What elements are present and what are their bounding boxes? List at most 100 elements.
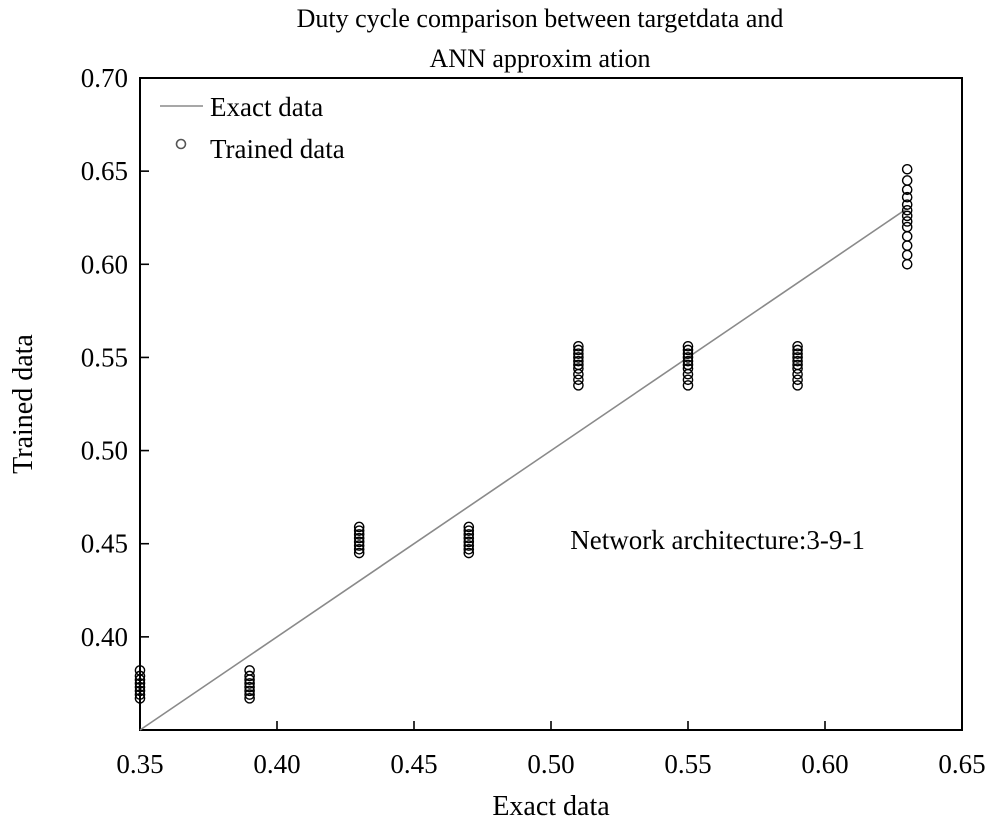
trained-data-point [682, 363, 694, 374]
trained-data-point [573, 380, 584, 391]
x-tick-label: 0.40 [253, 749, 300, 779]
trained-data-point [682, 355, 694, 367]
y-tick-label: 0.40 [81, 622, 128, 652]
trained-data-point [901, 163, 913, 175]
trained-data-point [573, 352, 584, 363]
trained-data-point [792, 344, 803, 356]
trained-data-point [463, 525, 475, 536]
trained-data-point [792, 340, 803, 352]
trained-data-point [682, 340, 694, 352]
chart-title: Duty cycle comparison between targetdata… [297, 4, 784, 73]
trained-data-point [244, 693, 255, 704]
x-tick-label: 0.55 [664, 749, 711, 779]
trained-data-point [901, 199, 913, 210]
trained-data-point [244, 681, 255, 693]
x-axis-label: Exact data [492, 791, 610, 822]
y-tick-label: 0.65 [81, 156, 128, 186]
trained-data-point [792, 348, 803, 360]
trained-data-point [353, 547, 365, 559]
x-axis-ticks: 0.35 0.40 0.45 0.50 0.55 0.60 0.65 [116, 721, 986, 779]
trained-data-point [682, 348, 694, 360]
trained-data-point [134, 670, 146, 682]
trained-data-point [682, 352, 694, 363]
trained-data-point [463, 544, 475, 555]
x-tick-label: 0.35 [116, 749, 163, 779]
trained-data-point [134, 678, 146, 689]
trained-data-point [792, 355, 803, 367]
y-tick-label: 0.70 [81, 63, 128, 93]
trained-data-point [353, 544, 365, 555]
trained-data-point [463, 532, 475, 544]
trained-data-point [682, 380, 694, 391]
y-tick-label: 0.45 [81, 529, 128, 559]
legend-label-trained-data: Trained data [210, 134, 345, 164]
trained-data-point [901, 210, 913, 222]
trained-data-point [792, 359, 803, 371]
trained-data-point [463, 540, 475, 551]
chart-title-line-1: Duty cycle comparison between targetdata… [297, 4, 784, 33]
trained-data-point [244, 678, 255, 689]
trained-data-point [463, 547, 475, 559]
trained-data-point [134, 693, 146, 704]
trained-data-point [573, 359, 584, 371]
trained-data-point [573, 363, 584, 374]
trained-data-point [244, 670, 255, 682]
trained-data-point [134, 685, 146, 697]
trained-data-point [901, 175, 913, 186]
trained-data-point [134, 665, 146, 676]
trained-data-point [573, 348, 584, 360]
trained-data-point [353, 532, 365, 544]
y-axis-label: Trained data [8, 334, 39, 474]
trained-data-point [573, 355, 584, 367]
trained-data-point [463, 521, 475, 533]
trained-data-point [353, 521, 365, 533]
trained-data-point [573, 374, 584, 386]
y-tick-label: 0.50 [81, 436, 128, 466]
x-tick-label: 0.65 [938, 749, 985, 779]
trained-data-point [134, 681, 146, 693]
chart-title-line-2: ANN approxim ation [430, 44, 651, 73]
trained-data-point [353, 536, 365, 548]
trained-data-point [682, 344, 694, 356]
trained-data-point [901, 231, 913, 242]
y-tick-label: 0.60 [81, 249, 128, 279]
exact-data-series [139, 207, 908, 731]
trained-data-point [573, 340, 584, 352]
trained-data-point [244, 685, 255, 697]
trained-data-point [353, 525, 365, 536]
trained-data-point [901, 249, 913, 261]
legend-marker-swatch [175, 138, 187, 150]
trained-data-point [901, 204, 913, 216]
trained-data-point [353, 529, 365, 540]
trained-data-point [901, 258, 913, 270]
trained-data-point [792, 352, 803, 363]
trained-data-point [463, 536, 475, 548]
plot-frame [139, 77, 963, 731]
x-tick-label: 0.60 [801, 749, 848, 779]
y-axis-ticks: 0.40 0.45 0.50 0.55 0.60 0.65 0.70 [81, 63, 149, 652]
trained-data-point [244, 689, 255, 700]
y-tick-label: 0.55 [81, 342, 128, 372]
trained-data-point [682, 374, 694, 386]
trained-data-point [353, 540, 365, 551]
network-architecture-annotation: Network architecture:3-9-1 [570, 525, 865, 555]
x-tick-label: 0.50 [527, 749, 574, 779]
trained-data-point [463, 529, 475, 540]
trained-data-point [901, 221, 913, 233]
exact-data-line [139, 207, 908, 731]
trained-data-point [573, 344, 584, 356]
trained-data-point [792, 363, 803, 374]
trained-data-point [901, 216, 913, 227]
trained-data-series [134, 163, 913, 704]
trained-data-point [682, 359, 694, 371]
trained-data-point [244, 665, 255, 676]
legend-label-exact-data: Exact data [210, 92, 323, 122]
trained-data-point [901, 191, 913, 203]
x-tick-label: 0.45 [390, 749, 437, 779]
trained-data-point [792, 380, 803, 391]
trained-data-point [901, 240, 913, 251]
trained-data-point [792, 374, 803, 386]
legend: Exact data Trained data [160, 92, 345, 164]
trained-data-point [134, 689, 146, 700]
